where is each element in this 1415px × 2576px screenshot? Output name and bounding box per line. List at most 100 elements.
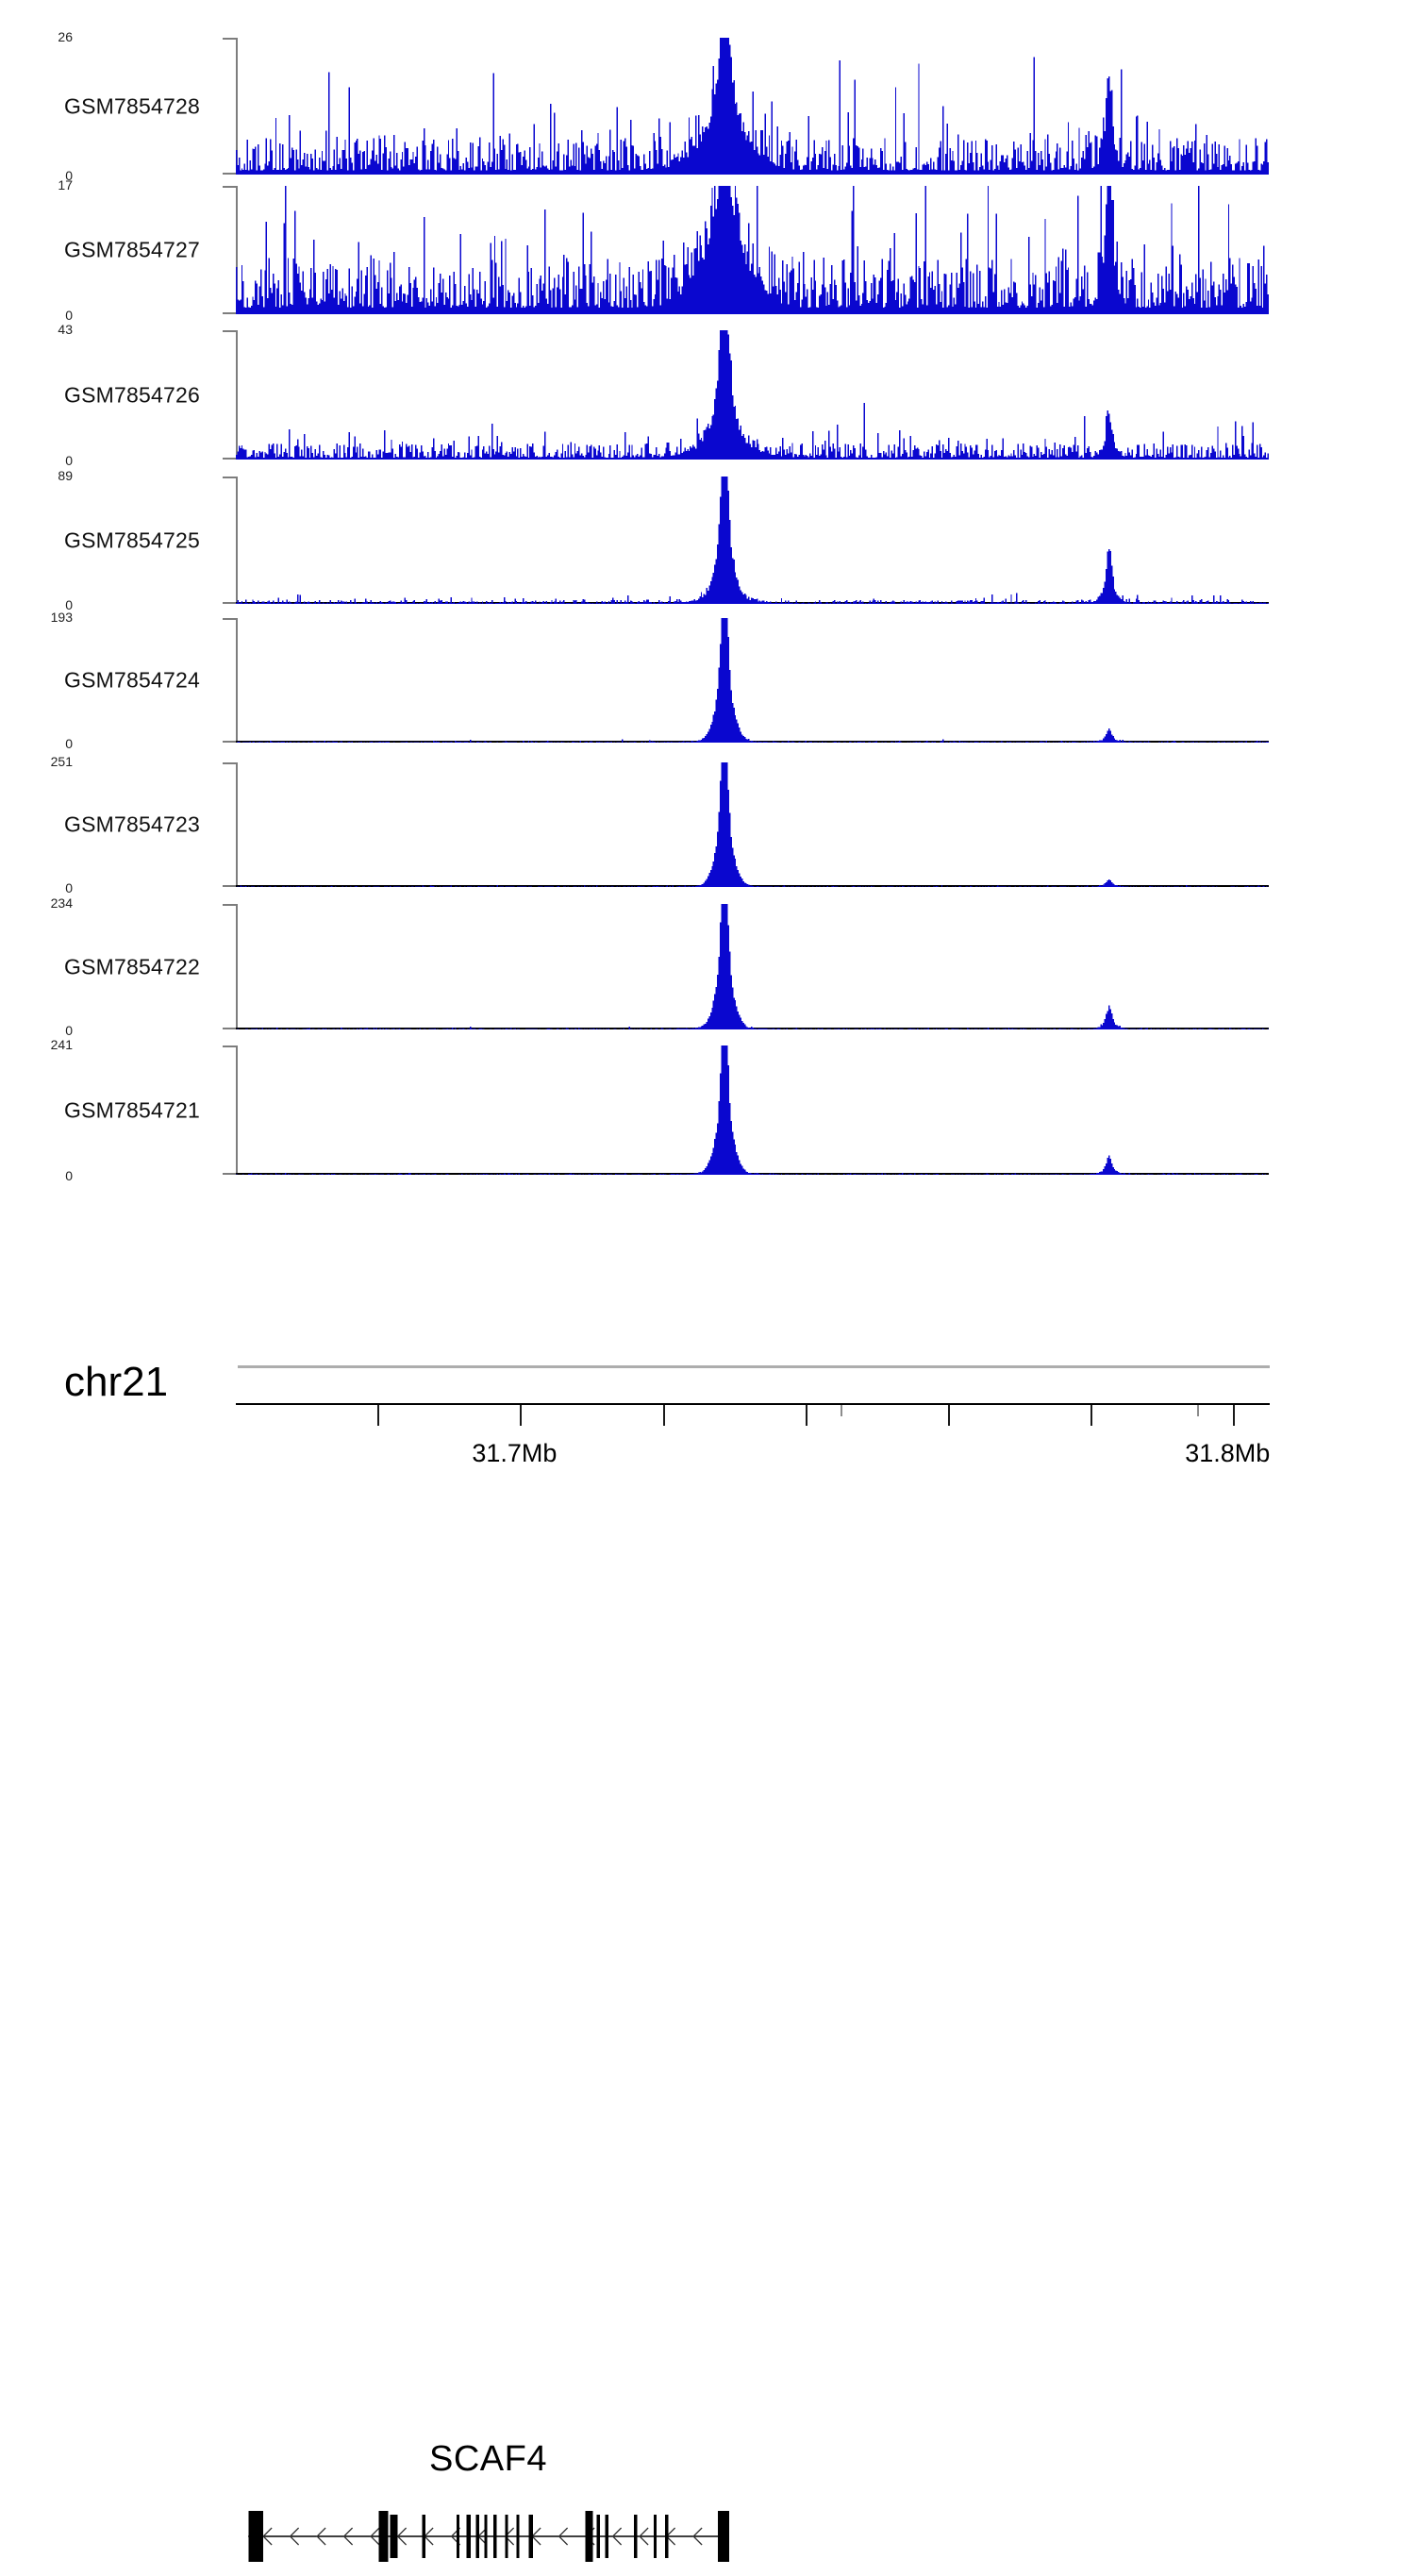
signal-track[interactable]: GSM7854726 43 0 — [0, 322, 1415, 468]
gene-exon — [466, 2515, 472, 2558]
y-axis-min-label: 0 — [65, 880, 73, 895]
coverage-signal — [236, 477, 1269, 604]
signal-track[interactable]: GSM7854728 26 0 — [0, 29, 1415, 183]
signal-track[interactable]: GSM7854722 234 0 — [0, 895, 1415, 1038]
gene-exon — [390, 2515, 398, 2558]
gene-exon — [605, 2515, 608, 2558]
track-plot-area[interactable]: 251 0 — [51, 754, 1269, 895]
y-axis-max-tick — [223, 38, 236, 40]
track-plot-area[interactable]: 193 0 — [51, 610, 1269, 751]
coordinate-ruler[interactable] — [236, 1403, 1270, 1460]
gene-name-label: SCAF4 — [429, 2439, 547, 2479]
y-axis-line — [236, 477, 238, 604]
coverage-signal — [236, 330, 1269, 460]
track-plot-area[interactable]: 26 0 — [58, 29, 1269, 183]
ruler-tick-major — [662, 1405, 665, 1426]
coverage-signal — [236, 186, 1269, 314]
ruler-tick-minor — [841, 1405, 843, 1416]
ruler-tick-major — [805, 1405, 807, 1426]
gene-exon — [475, 2515, 479, 2558]
gene-exon-cds — [248, 2511, 264, 2562]
y-axis-min-tick — [223, 741, 236, 743]
y-axis-min-tick — [223, 885, 236, 887]
y-axis-min-tick — [223, 1173, 236, 1175]
gene-exon — [664, 2515, 669, 2558]
gene-exon — [634, 2515, 638, 2558]
y-axis-min-tick — [223, 602, 236, 604]
y-axis-max-label: 241 — [50, 1037, 73, 1052]
signal-track[interactable]: GSM7854721 241 0 — [0, 1037, 1415, 1183]
track-label: GSM7854722 — [64, 954, 200, 979]
ruler-tick-minor — [1197, 1405, 1200, 1416]
track-plot-area[interactable]: 43 0 — [58, 322, 1269, 468]
track-label: GSM7854728 — [64, 93, 200, 118]
gene-annotation-track[interactable]: SCAF4 — [0, 1217, 1415, 2562]
ruler-label-right: 31.8Mb — [1185, 1439, 1271, 1467]
y-axis-min-label: 0 — [65, 1168, 73, 1183]
gene-exon-cds — [585, 2511, 593, 2562]
y-axis-max-tick — [223, 186, 236, 188]
gene-exon-cds — [717, 2511, 729, 2562]
coverage-signal — [236, 904, 1269, 1029]
track-plot-area[interactable]: 241 0 — [51, 1037, 1269, 1183]
ruler-tick-major — [377, 1405, 380, 1426]
gene-exon — [528, 2515, 533, 2558]
gene-exon — [653, 2515, 658, 2558]
y-axis-max-label: 234 — [50, 895, 73, 911]
y-axis-max-tick — [223, 477, 236, 478]
track-label: GSM7854723 — [64, 811, 200, 837]
y-axis-line — [236, 38, 238, 175]
y-axis-max-tick — [223, 904, 236, 906]
coverage-signal — [236, 38, 1269, 175]
ruler-tick-major — [1233, 1405, 1236, 1426]
gene-exon — [422, 2515, 425, 2558]
signal-track[interactable]: GSM7854723 251 0 — [0, 754, 1415, 895]
signal-track[interactable]: GSM7854727 17 0 — [0, 177, 1415, 323]
gene-exon — [505, 2515, 508, 2558]
ruler-tick-major — [520, 1405, 523, 1426]
ruler-tick-major — [947, 1405, 950, 1426]
y-axis-line — [236, 762, 238, 887]
gene-exon — [484, 2515, 488, 2558]
ruler-label-left: 31.7Mb — [472, 1439, 558, 1467]
gene-exon — [596, 2515, 600, 2558]
y-axis-line — [236, 1045, 238, 1175]
y-axis-line — [236, 186, 238, 314]
coverage-signal — [236, 762, 1269, 887]
y-axis-max-label: 17 — [58, 177, 73, 192]
y-axis-min-tick — [223, 173, 236, 175]
y-axis-line — [236, 330, 238, 460]
y-axis-max-tick — [223, 1045, 236, 1047]
ruler-tick-major — [1090, 1405, 1093, 1426]
gene-exon — [516, 2515, 520, 2558]
chromosome-label: chr21 — [64, 1359, 169, 1405]
track-plot-area[interactable]: 89 0 — [58, 468, 1269, 612]
y-axis-max-tick — [223, 618, 236, 620]
y-axis-min-label: 0 — [65, 1023, 73, 1038]
track-label: GSM7854727 — [64, 237, 200, 262]
y-axis-max-label: 89 — [58, 468, 73, 483]
signal-track[interactable]: GSM7854724 193 0 — [0, 610, 1415, 751]
y-axis-min-tick — [223, 458, 236, 460]
signal-track[interactable]: GSM7854725 89 0 — [0, 468, 1415, 612]
genome-browser-view: GSM7854728 26 0 GSM7854727 17 0 GSM7854726 43 0 G… — [0, 29, 1415, 2562]
y-axis-min-tick — [223, 1028, 236, 1029]
y-axis-min-label: 0 — [65, 597, 73, 612]
y-axis-max-tick — [223, 762, 236, 764]
track-label: GSM7854724 — [64, 667, 200, 693]
gene-model-svg[interactable] — [236, 2482, 1269, 2576]
coverage-signal — [236, 618, 1269, 743]
y-axis-line — [236, 904, 238, 1029]
track-label: GSM7854726 — [64, 382, 200, 407]
y-axis-max-label: 26 — [58, 29, 73, 44]
ruler-axis-line — [236, 1403, 1270, 1405]
track-plot-area[interactable]: 17 0 — [58, 177, 1269, 323]
gene-exon-cds — [378, 2511, 389, 2562]
y-axis-max-tick — [223, 330, 236, 332]
track-plot-area[interactable]: 234 0 — [51, 895, 1269, 1038]
track-label: GSM7854725 — [64, 527, 200, 552]
track-label: GSM7854721 — [64, 1097, 200, 1122]
coverage-signal — [236, 1045, 1269, 1175]
y-axis-min-tick — [223, 312, 236, 314]
y-axis-max-label: 251 — [50, 754, 73, 769]
